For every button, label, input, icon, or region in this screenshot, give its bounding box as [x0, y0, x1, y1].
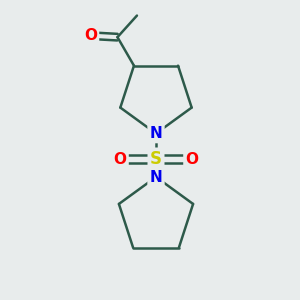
Text: O: O: [84, 28, 97, 43]
Text: S: S: [150, 150, 162, 168]
Text: N: N: [150, 169, 162, 184]
Text: O: O: [185, 152, 199, 166]
Text: N: N: [150, 126, 162, 141]
Text: O: O: [113, 152, 127, 166]
